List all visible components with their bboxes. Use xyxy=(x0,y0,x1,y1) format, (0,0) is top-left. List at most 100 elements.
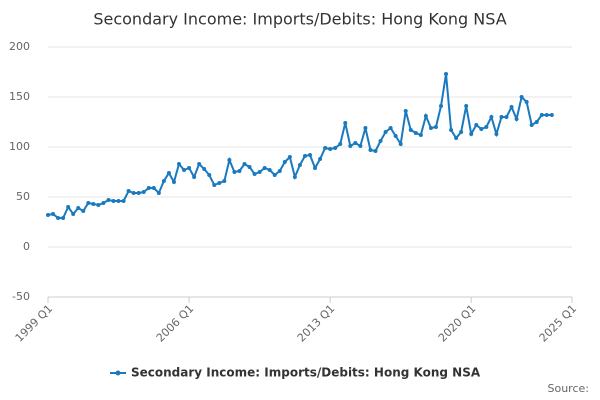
point xyxy=(484,125,489,129)
point xyxy=(232,170,237,174)
point xyxy=(489,115,494,119)
point xyxy=(131,191,136,195)
x-tick-label: 1999 Q1 xyxy=(13,302,56,345)
point xyxy=(333,146,338,150)
point xyxy=(479,127,484,131)
point xyxy=(227,158,232,162)
point xyxy=(146,186,151,190)
point xyxy=(454,136,459,140)
point xyxy=(393,134,398,138)
y-tick-label: 50 xyxy=(16,190,30,203)
legend-marker xyxy=(115,370,121,376)
point xyxy=(141,190,146,194)
point xyxy=(46,213,50,217)
point xyxy=(544,113,549,117)
point xyxy=(207,173,212,177)
point xyxy=(192,175,197,179)
point xyxy=(86,201,91,205)
point xyxy=(459,130,464,134)
point xyxy=(66,205,71,209)
point xyxy=(549,113,554,117)
point xyxy=(212,183,217,187)
point xyxy=(242,162,247,166)
point xyxy=(101,201,106,205)
point xyxy=(76,206,81,210)
y-tick-label: 150 xyxy=(9,90,30,103)
point xyxy=(464,104,469,108)
point xyxy=(237,169,242,173)
point xyxy=(343,121,348,125)
x-tick-label: 2013 Q1 xyxy=(295,302,338,345)
x-tick-label: 2006 Q1 xyxy=(154,302,197,345)
x-tick-label: 2025 Q1 xyxy=(537,302,580,345)
point xyxy=(257,170,262,174)
point xyxy=(61,216,66,220)
point xyxy=(519,95,524,99)
point xyxy=(267,168,272,172)
point xyxy=(106,198,111,202)
point xyxy=(71,212,76,216)
point xyxy=(121,199,126,203)
point xyxy=(171,180,176,184)
point xyxy=(433,125,438,129)
point xyxy=(398,142,403,146)
point xyxy=(368,148,373,152)
point xyxy=(318,157,323,161)
point xyxy=(529,123,534,127)
point xyxy=(494,132,499,136)
point xyxy=(363,126,368,130)
point xyxy=(222,179,227,183)
point xyxy=(539,113,544,117)
point xyxy=(373,149,378,153)
point xyxy=(428,126,433,130)
point xyxy=(469,132,474,136)
point xyxy=(313,166,318,170)
point xyxy=(126,189,131,193)
point xyxy=(308,153,312,157)
point xyxy=(96,203,101,207)
point xyxy=(51,212,56,216)
source: Source: xyxy=(548,382,590,395)
point xyxy=(177,162,181,166)
y-tick-label: 0 xyxy=(23,240,30,253)
point xyxy=(56,216,61,220)
point xyxy=(297,163,302,167)
y-tick-label: 100 xyxy=(9,140,30,153)
point xyxy=(166,171,171,175)
y-tick-label: 200 xyxy=(9,40,30,53)
point xyxy=(202,167,207,171)
legend-label: Secondary Income: Imports/Debits: Hong K… xyxy=(131,366,481,380)
point xyxy=(323,146,328,150)
point xyxy=(116,199,121,203)
point xyxy=(197,162,202,166)
point xyxy=(514,117,519,121)
point xyxy=(187,166,192,170)
point xyxy=(272,173,277,177)
point xyxy=(524,100,529,104)
point xyxy=(282,160,287,164)
point xyxy=(156,191,161,195)
point xyxy=(403,109,408,113)
line xyxy=(47,73,552,219)
point xyxy=(136,191,141,195)
x-tick-label: 2020 Q1 xyxy=(436,302,479,345)
point xyxy=(247,165,252,169)
point xyxy=(413,131,418,135)
point xyxy=(91,202,96,206)
point xyxy=(423,114,428,118)
point xyxy=(353,141,358,145)
point xyxy=(348,144,353,148)
point xyxy=(182,168,187,172)
point xyxy=(151,186,156,190)
point xyxy=(328,147,333,151)
point xyxy=(439,104,443,108)
point xyxy=(408,128,413,132)
point xyxy=(302,154,307,158)
point xyxy=(418,133,423,137)
point xyxy=(287,155,292,159)
point xyxy=(383,130,388,134)
point xyxy=(252,172,257,176)
point xyxy=(388,126,393,130)
point xyxy=(534,120,539,124)
